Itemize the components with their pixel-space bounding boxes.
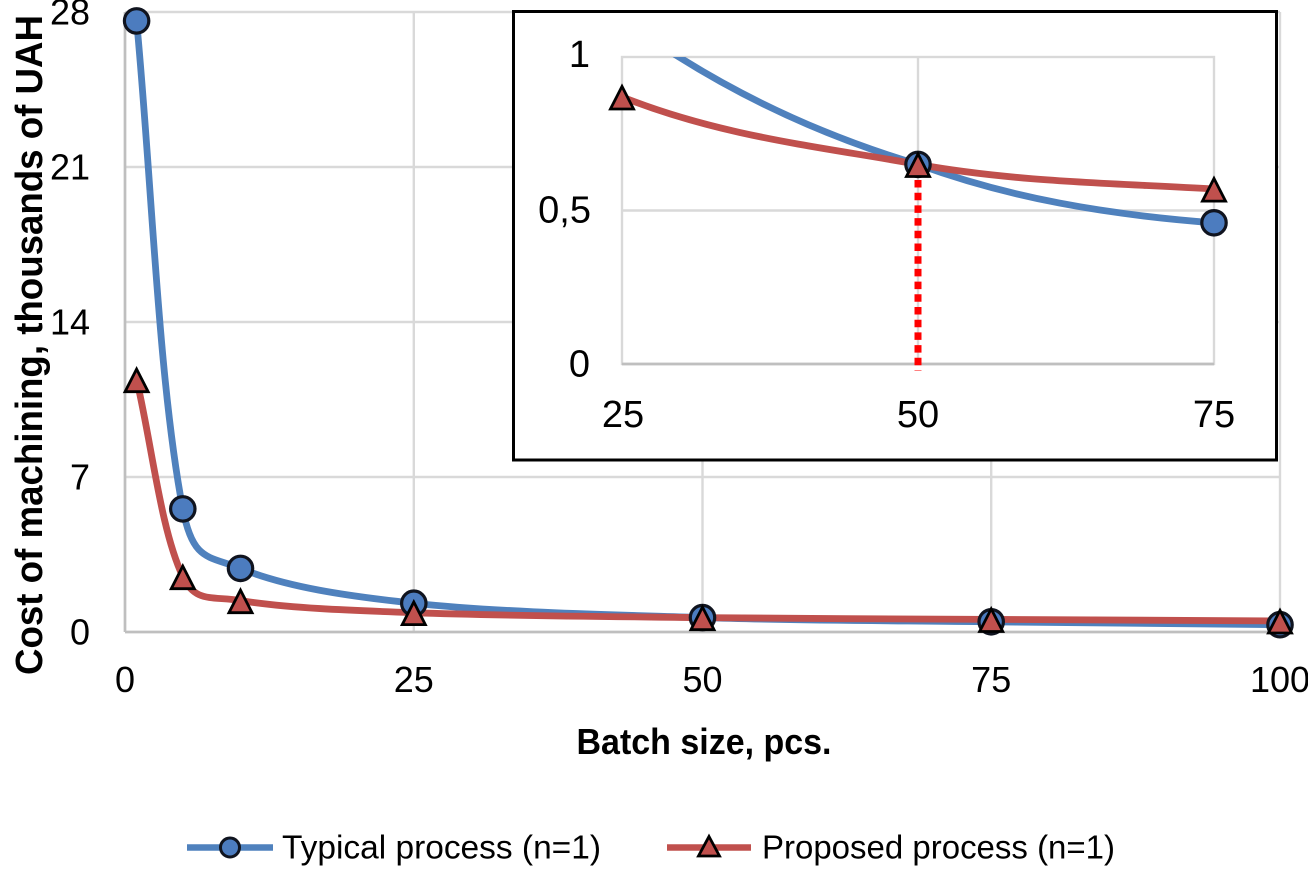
svg-text:1: 1 [569,34,590,76]
svg-text:7: 7 [70,456,90,497]
svg-text:14: 14 [50,301,90,342]
svg-text:Batch size, pcs.: Batch size, pcs. [577,721,832,762]
svg-text:0: 0 [70,611,90,652]
svg-text:50: 50 [682,659,722,700]
svg-text:28: 28 [50,0,90,32]
svg-text:0,5: 0,5 [538,190,591,232]
svg-text:Proposed process (n=1): Proposed process (n=1) [762,829,1115,866]
svg-text:Cost of machining, thousands o: Cost of machining, thousands of UAH [9,15,51,675]
svg-text:0: 0 [569,344,590,386]
svg-text:0: 0 [115,659,135,700]
svg-text:100: 100 [1250,659,1308,700]
svg-text:50: 50 [897,394,939,436]
svg-text:75: 75 [971,659,1011,700]
svg-text:25: 25 [602,394,644,436]
svg-text:25: 25 [394,659,434,700]
svg-text:Typical process (n=1): Typical process (n=1) [282,829,601,866]
svg-text:75: 75 [1193,394,1235,436]
svg-text:21: 21 [50,146,90,187]
